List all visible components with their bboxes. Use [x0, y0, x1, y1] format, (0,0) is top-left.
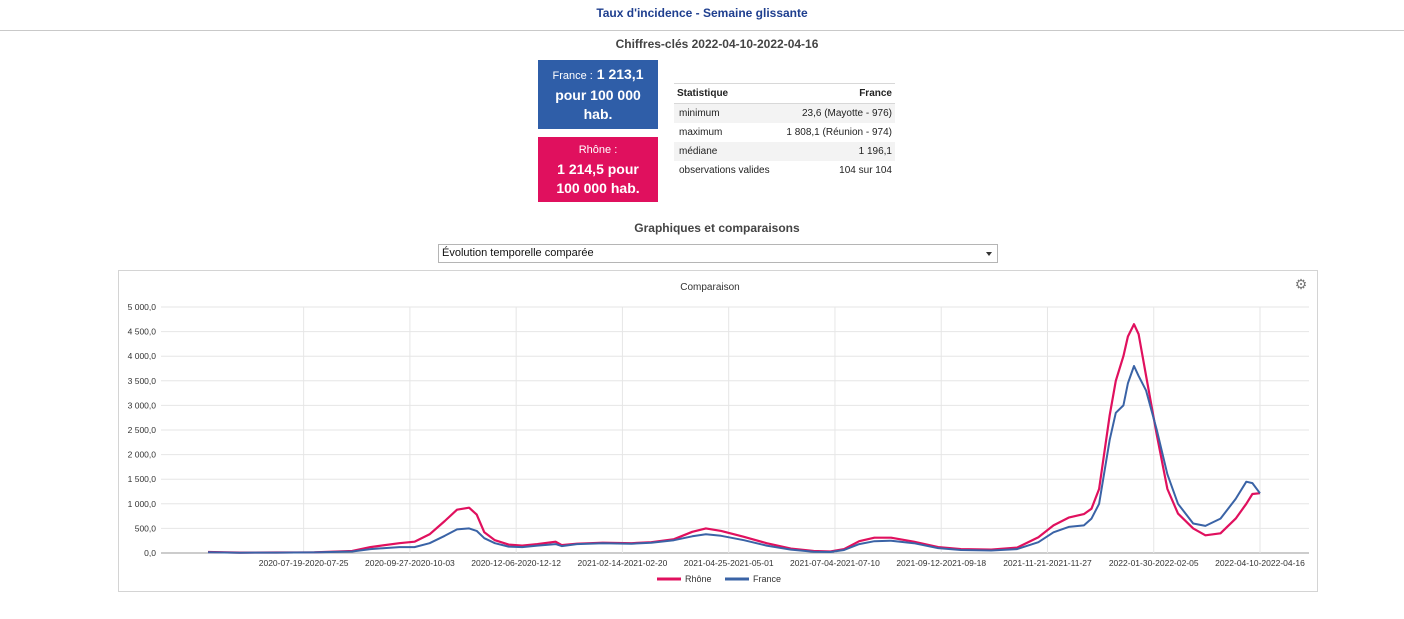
- y-tick-label: 4 000,0: [128, 351, 157, 361]
- x-tick-label: 2021-11-21-2021-11-27: [1003, 558, 1092, 568]
- key-figures-title: Chiffres-clés 2022-04-10-2022-04-16: [615, 37, 819, 51]
- kpi-france-label: France :: [552, 70, 593, 82]
- caret-down-icon: [986, 252, 992, 256]
- x-tick-label: 2020-07-19-2020-07-25: [259, 558, 349, 568]
- x-tick-label: 2021-07-04-2021-07-10: [790, 558, 880, 568]
- series-line-rhone: [207, 323, 1261, 554]
- title-divider: [0, 30, 1404, 31]
- y-tick-label: 500,0: [135, 523, 157, 533]
- y-tick-label: 1 000,0: [128, 499, 157, 509]
- y-tick-label: 1 500,0: [128, 474, 157, 484]
- y-tick-label: 0,0: [144, 548, 156, 558]
- y-tick-label: 3 000,0: [128, 400, 157, 410]
- table-row: médiane 1 196,1: [674, 141, 895, 161]
- x-tick-label: 2022-01-30-2022-02-05: [1109, 558, 1199, 568]
- legend-label: Rhône: [685, 574, 712, 584]
- statistics-table: Statistique France minimum 23,6 (Mayotte…: [674, 83, 895, 180]
- legend-label: France: [753, 574, 781, 584]
- statistic-name: médiane: [674, 141, 777, 161]
- statistic-name: minimum: [674, 103, 777, 123]
- page-title: Taux d'incidence - Semaine glissante: [596, 6, 808, 20]
- chart-type-select[interactable]: Évolution temporelle comparée: [438, 244, 998, 263]
- y-tick-label: 4 500,0: [128, 327, 157, 337]
- statistics-header-statistic: Statistique: [674, 83, 777, 104]
- y-tick-label: 2 000,0: [128, 450, 157, 460]
- y-tick-label: 3 500,0: [128, 376, 157, 386]
- kpi-france-card: France : 1 213,1 pour 100 000 hab.: [538, 60, 658, 129]
- x-tick-label: 2022-04-10-2022-04-16: [1215, 558, 1305, 568]
- kpi-rhone-card: Rhône : 1 214,5 pour 100 000 hab.: [538, 137, 658, 202]
- table-row: observations valides 104 sur 104: [674, 161, 895, 180]
- kpi-rhone-value: 1 214,5 pour 100 000 hab.: [556, 161, 640, 196]
- statistics-header-france: France: [776, 83, 895, 104]
- y-tick-label: 2 500,0: [128, 425, 157, 435]
- x-tick-label: 2021-09-12-2021-09-18: [896, 558, 986, 568]
- kpi-france-value: 1 213,1 pour 100 000 hab.: [555, 66, 644, 122]
- x-tick-label: 2021-04-25-2021-05-01: [684, 558, 774, 568]
- statistic-name: observations valides: [679, 164, 770, 176]
- table-row: maximum 1 808,1 (Réunion - 974): [674, 123, 895, 142]
- kpi-rhone-label: Rhône :: [578, 144, 618, 156]
- y-tick-label: 5 000,0: [128, 302, 157, 312]
- statistic-value: 104 sur 104: [839, 164, 892, 176]
- table-row: minimum 23,6 (Mayotte - 976): [674, 103, 895, 123]
- chart-title: Comparaison: [680, 282, 739, 293]
- gear-icon[interactable]: ⚙: [1294, 276, 1308, 292]
- statistic-value: 23,6 (Mayotte - 976): [776, 103, 895, 123]
- x-tick-label: 2020-12-06-2020-12-12: [471, 558, 561, 568]
- statistics-header-row: Statistique France: [674, 83, 895, 104]
- comparison-chart: Comparaison 0,0 500,0 1 000,0 1 500,0 2 000,0…: [118, 270, 1318, 592]
- chart-type-select-value: Évolution temporelle comparée: [442, 247, 594, 259]
- graphs-title: Graphiques et comparaisons: [634, 221, 800, 235]
- statistic-value: 1 808,1 (Réunion - 974): [786, 126, 892, 138]
- x-tick-label: 2020-09-27-2020-10-03: [365, 558, 455, 568]
- series-line-france: [207, 365, 1261, 554]
- statistic-name: maximum: [679, 126, 723, 138]
- comparison-chart-svg: Comparaison 0,0 500,0 1 000,0 1 500,0 2 000,0…: [128, 282, 1309, 584]
- statistic-value: 1 196,1: [776, 141, 895, 161]
- x-tick-label: 2021-02-14-2021-02-20: [578, 558, 668, 568]
